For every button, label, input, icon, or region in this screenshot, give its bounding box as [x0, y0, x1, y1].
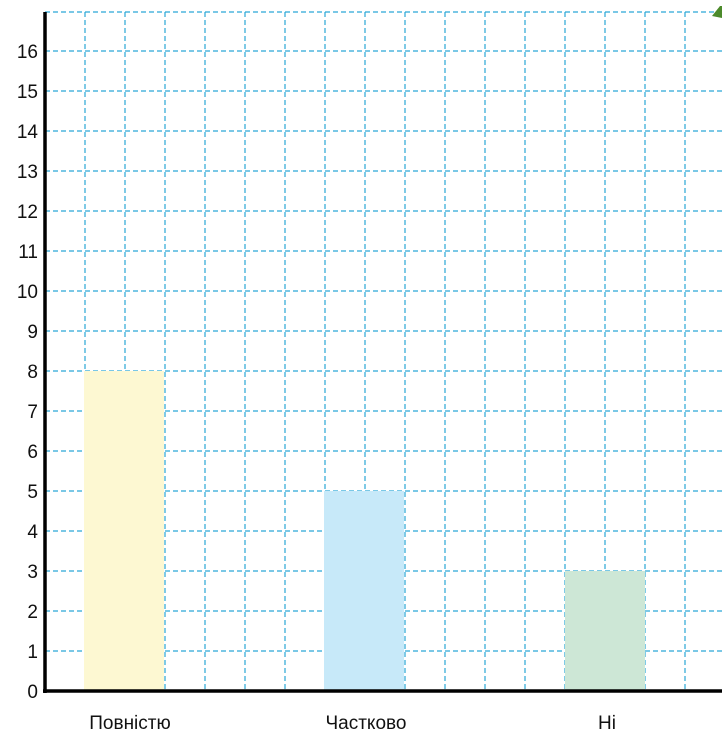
y-tick-label: 6 — [27, 442, 38, 463]
corner-decoration-icon — [712, 6, 722, 18]
y-tick-label: 15 — [17, 82, 38, 103]
y-tick-label: 13 — [17, 162, 38, 183]
bar-1 — [84, 371, 164, 691]
y-tick-label: 0 — [27, 682, 38, 703]
corner-mark — [712, 6, 722, 18]
axes — [43, 12, 722, 693]
bar-3 — [565, 571, 645, 691]
y-tick-label: 16 — [17, 42, 38, 63]
y-tick-label: 9 — [27, 322, 38, 343]
y-tick-label: 1 — [27, 642, 38, 663]
y-tick-label: 7 — [27, 402, 38, 423]
y-tick-label: 12 — [17, 202, 38, 223]
y-tick-label: 3 — [27, 562, 38, 583]
bar-2 — [324, 491, 404, 691]
x-category-label: Повністю — [89, 713, 170, 732]
y-tick-label: 10 — [17, 282, 38, 303]
x-category-label: Ні — [598, 713, 616, 732]
y-tick-label: 2 — [27, 602, 38, 623]
y-tick-label: 5 — [27, 482, 38, 503]
y-tick-label: 4 — [27, 522, 38, 543]
x-category-labels: Повністю Частково Ні — [89, 713, 616, 732]
y-tick-label: 14 — [17, 122, 39, 143]
x-category-label: Частково — [326, 713, 407, 732]
bars — [84, 371, 645, 691]
y-tick-label: 11 — [18, 242, 38, 263]
y-tick-label: 8 — [27, 362, 38, 383]
